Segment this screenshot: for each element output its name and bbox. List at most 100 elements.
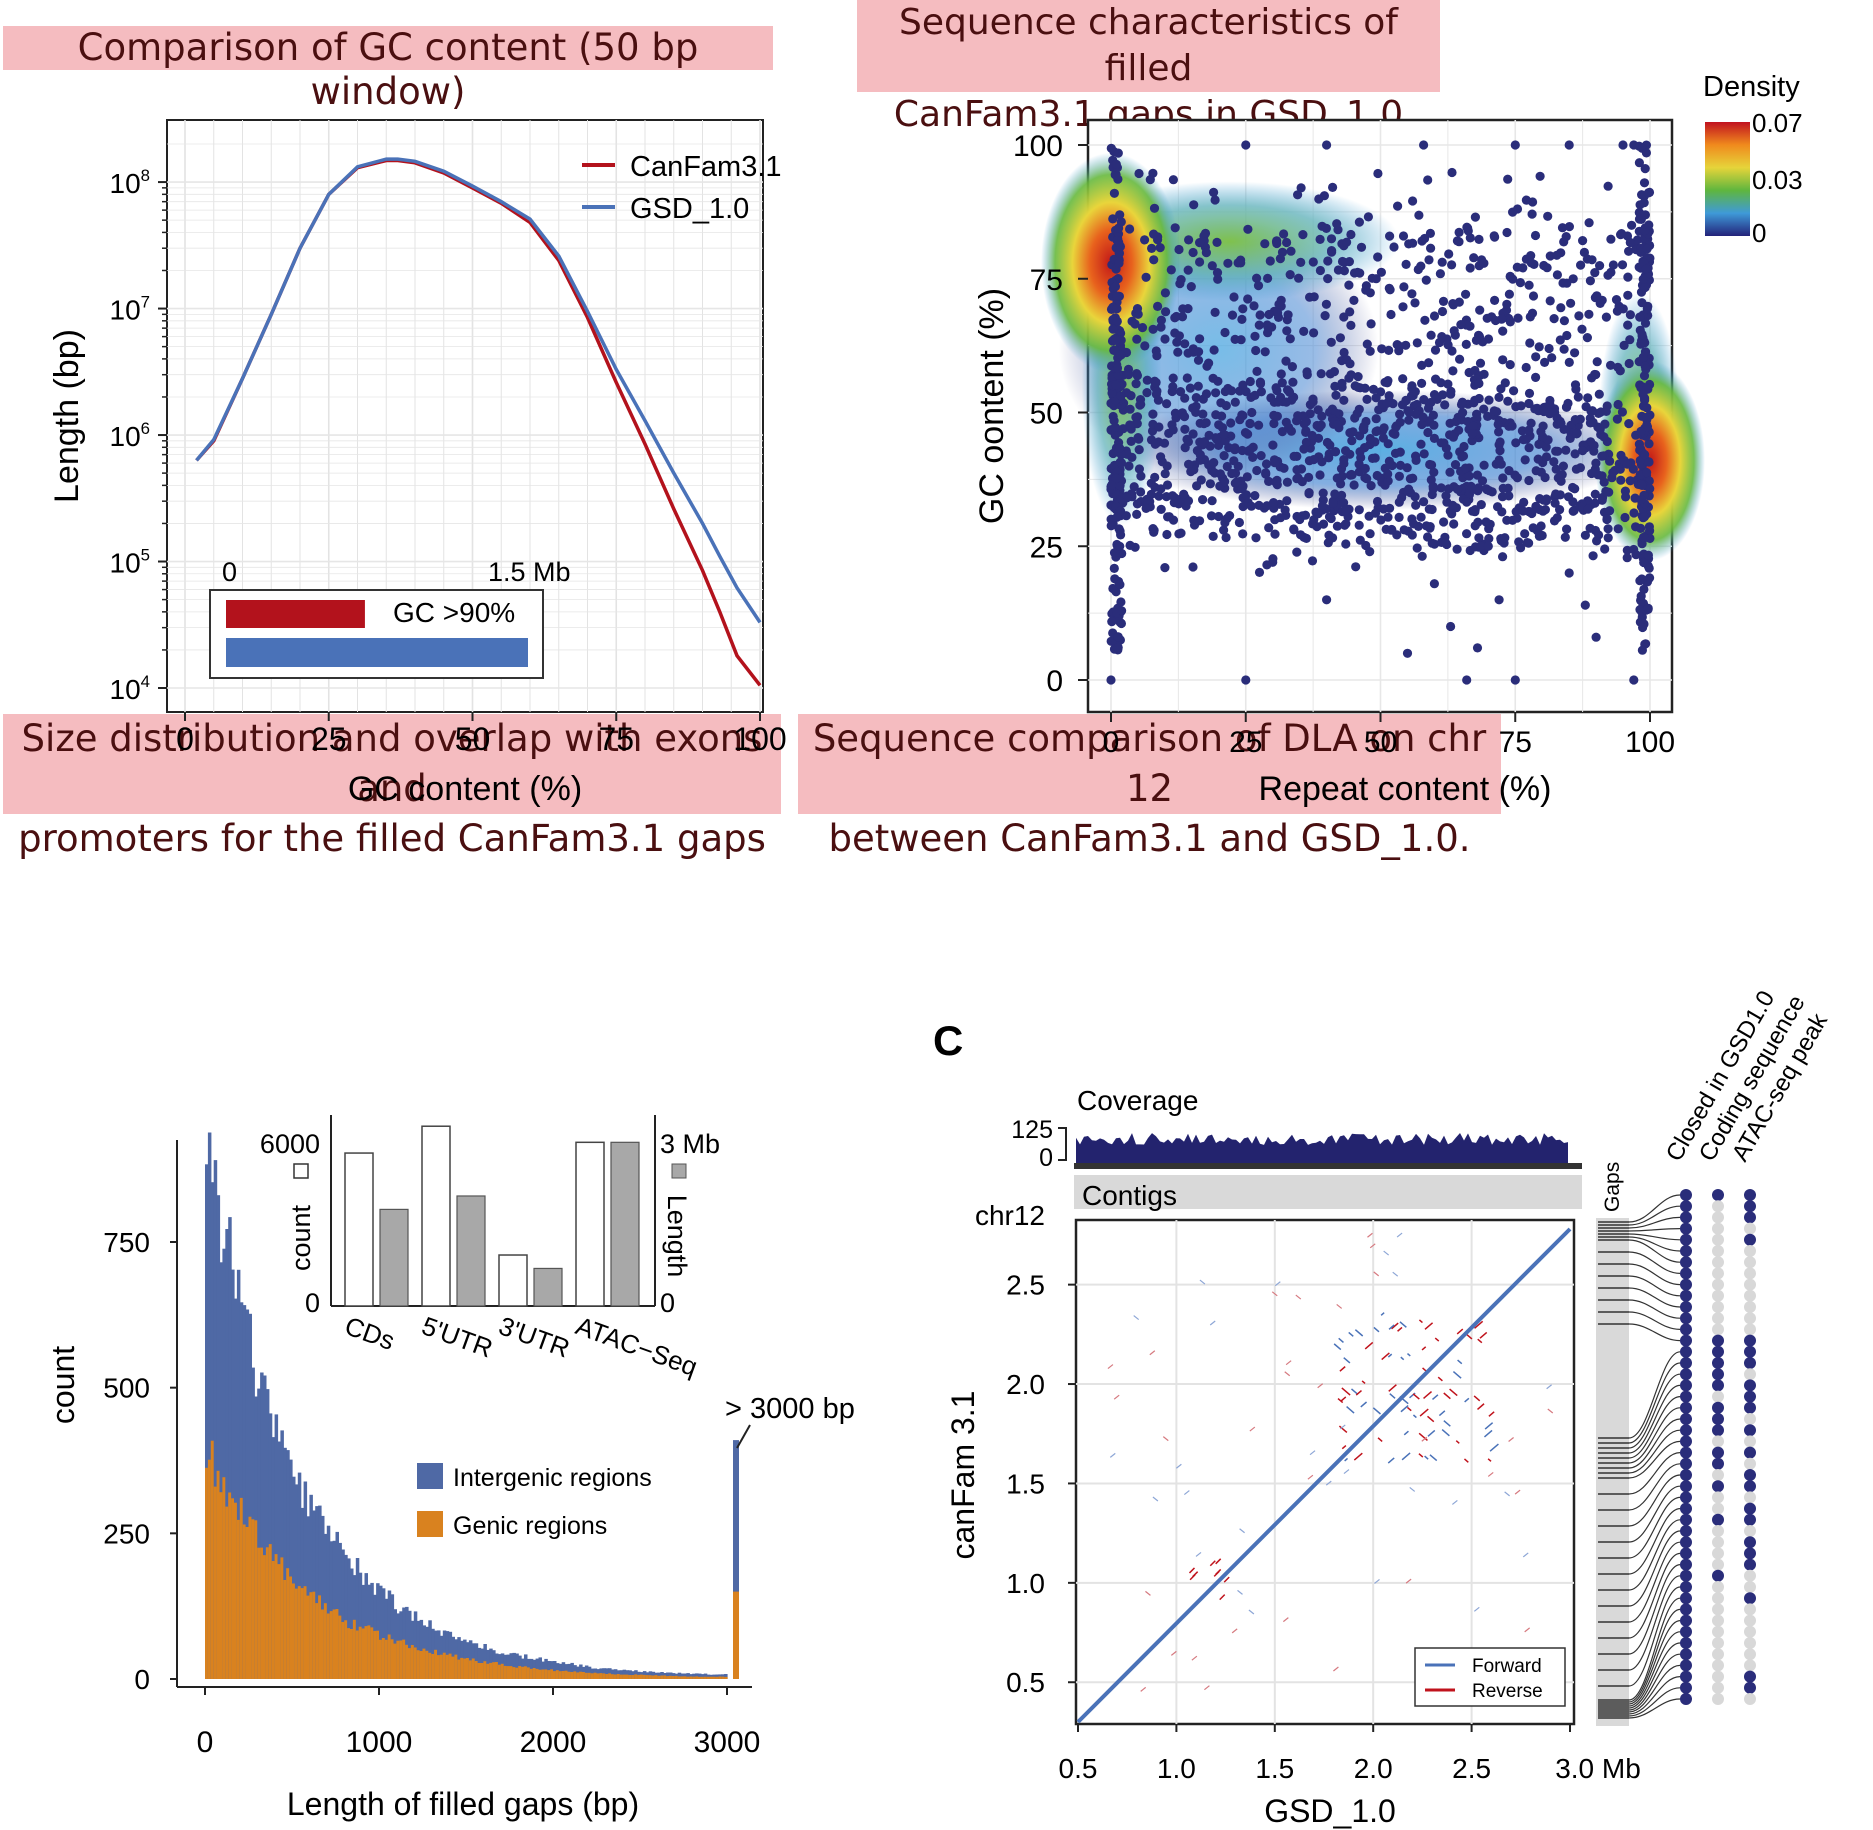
scatter-point bbox=[1460, 463, 1471, 473]
gap-connector bbox=[1628, 1575, 1681, 1671]
scatter-point bbox=[1212, 237, 1222, 247]
bar-intergenic bbox=[695, 1673, 699, 1679]
scatter-point bbox=[1511, 507, 1521, 517]
alignment-segment bbox=[1373, 1326, 1380, 1333]
scatter-point bbox=[1521, 195, 1531, 205]
scatter-point bbox=[1115, 443, 1125, 453]
scatter-point bbox=[1498, 326, 1508, 336]
gap-track-dot bbox=[1680, 1558, 1692, 1571]
gap-track-dot bbox=[1744, 1491, 1756, 1504]
coverage-baseline bbox=[1074, 1163, 1582, 1169]
scatter-point bbox=[1479, 369, 1489, 379]
scatter-point bbox=[1195, 334, 1205, 344]
bar-intergenic bbox=[698, 1673, 702, 1679]
gap-connector bbox=[1628, 1228, 1681, 1232]
bar-genic bbox=[495, 1662, 499, 1679]
scatter-point bbox=[1384, 345, 1394, 355]
scatter-point bbox=[1208, 373, 1218, 383]
scatter-point bbox=[1223, 383, 1233, 394]
scatter-point bbox=[1114, 524, 1124, 534]
scatter-point bbox=[1132, 509, 1142, 519]
x-tick-label: 1.5 bbox=[1255, 1753, 1294, 1784]
gap-track-dot bbox=[1712, 1637, 1724, 1649]
bar-genic bbox=[251, 1519, 255, 1679]
alignment-segment bbox=[1421, 1346, 1427, 1351]
scatter-point bbox=[1125, 224, 1135, 234]
scatter-point bbox=[1481, 517, 1491, 527]
scatter-point bbox=[1443, 450, 1453, 460]
scatter-point bbox=[1344, 280, 1354, 290]
gap-track-dot bbox=[1744, 1670, 1756, 1683]
hist-annotation: > 3000 bp bbox=[725, 1393, 855, 1425]
gap-connector bbox=[1628, 1463, 1681, 1511]
gap-connector bbox=[1628, 1664, 1681, 1713]
bar-genic bbox=[445, 1654, 450, 1679]
scatter-point bbox=[1195, 257, 1205, 267]
scatter-point bbox=[1328, 182, 1338, 192]
scatter-point bbox=[1323, 274, 1333, 284]
scatter-point bbox=[1479, 460, 1489, 470]
scatter-point bbox=[1640, 450, 1650, 460]
bar-genic bbox=[526, 1667, 531, 1679]
scatter-point bbox=[1354, 217, 1364, 227]
bar-genic bbox=[344, 1620, 348, 1679]
scatter-point bbox=[1590, 268, 1600, 278]
scatter-point bbox=[1209, 458, 1219, 468]
gc-y-label: Length (bp) bbox=[48, 329, 86, 503]
bar-intergenic bbox=[236, 1269, 241, 1679]
scatter-point bbox=[1645, 526, 1655, 536]
gaps-track bbox=[1596, 1218, 1629, 1726]
scatter-point bbox=[1484, 534, 1494, 544]
scatter-point bbox=[1576, 260, 1586, 270]
bar-intergenic bbox=[242, 1305, 247, 1679]
bar-intergenic bbox=[468, 1640, 473, 1679]
scatter-point bbox=[1411, 455, 1421, 465]
gap-connector bbox=[1628, 1698, 1681, 1719]
bar-intergenic bbox=[686, 1673, 690, 1679]
gap-track-dot bbox=[1712, 1357, 1724, 1369]
scatter-point bbox=[1449, 326, 1459, 336]
scatter-point bbox=[1152, 386, 1162, 396]
gaps-label: Gaps bbox=[1601, 1162, 1624, 1212]
gap-track-dot bbox=[1712, 1233, 1724, 1246]
x-tick-label: 2.0 bbox=[1354, 1753, 1393, 1784]
alignment-segment bbox=[1456, 1328, 1464, 1335]
bar-intergenic bbox=[219, 1262, 223, 1679]
scatter-point bbox=[1293, 190, 1303, 200]
gap-track-dot bbox=[1712, 1603, 1724, 1616]
scatter-point bbox=[1352, 409, 1362, 419]
gap-track-dot bbox=[1712, 1547, 1724, 1560]
gap-track-dot bbox=[1744, 1401, 1756, 1414]
alignment-segment bbox=[1423, 1390, 1433, 1399]
scatter-point bbox=[1411, 500, 1421, 510]
alignment-segment bbox=[1479, 1331, 1488, 1339]
scatter-point bbox=[1605, 456, 1615, 466]
bar-intergenic bbox=[358, 1572, 363, 1679]
scatter-point bbox=[1587, 255, 1597, 265]
gap-track-dot bbox=[1680, 1301, 1692, 1313]
bar-genic bbox=[413, 1647, 418, 1679]
scatter-point bbox=[1527, 209, 1537, 219]
alignment-segment bbox=[1488, 1411, 1495, 1417]
scatter-point bbox=[1376, 515, 1386, 525]
x-tick-label: 3000 bbox=[694, 1726, 761, 1759]
bar-genic bbox=[410, 1645, 415, 1679]
scatter-point bbox=[1498, 552, 1508, 562]
scatter-point bbox=[1423, 403, 1434, 413]
alignment-segment bbox=[1396, 1232, 1403, 1238]
inset-bar-count bbox=[344, 1152, 374, 1307]
bar-genic bbox=[466, 1658, 470, 1679]
scatter-point bbox=[1222, 461, 1232, 472]
bar-genic bbox=[425, 1650, 429, 1679]
scatter-point bbox=[1117, 606, 1127, 616]
scatter-point bbox=[1252, 273, 1262, 283]
bar-intergenic bbox=[245, 1309, 250, 1679]
alignment-segment bbox=[1477, 1338, 1483, 1344]
bar-genic bbox=[721, 1676, 725, 1679]
gap-connectors bbox=[1598, 1194, 1681, 1719]
scatter-point bbox=[1371, 426, 1381, 437]
scatter-point bbox=[1505, 271, 1515, 281]
bar-intergenic bbox=[680, 1673, 685, 1679]
scatter-point bbox=[1209, 345, 1219, 355]
